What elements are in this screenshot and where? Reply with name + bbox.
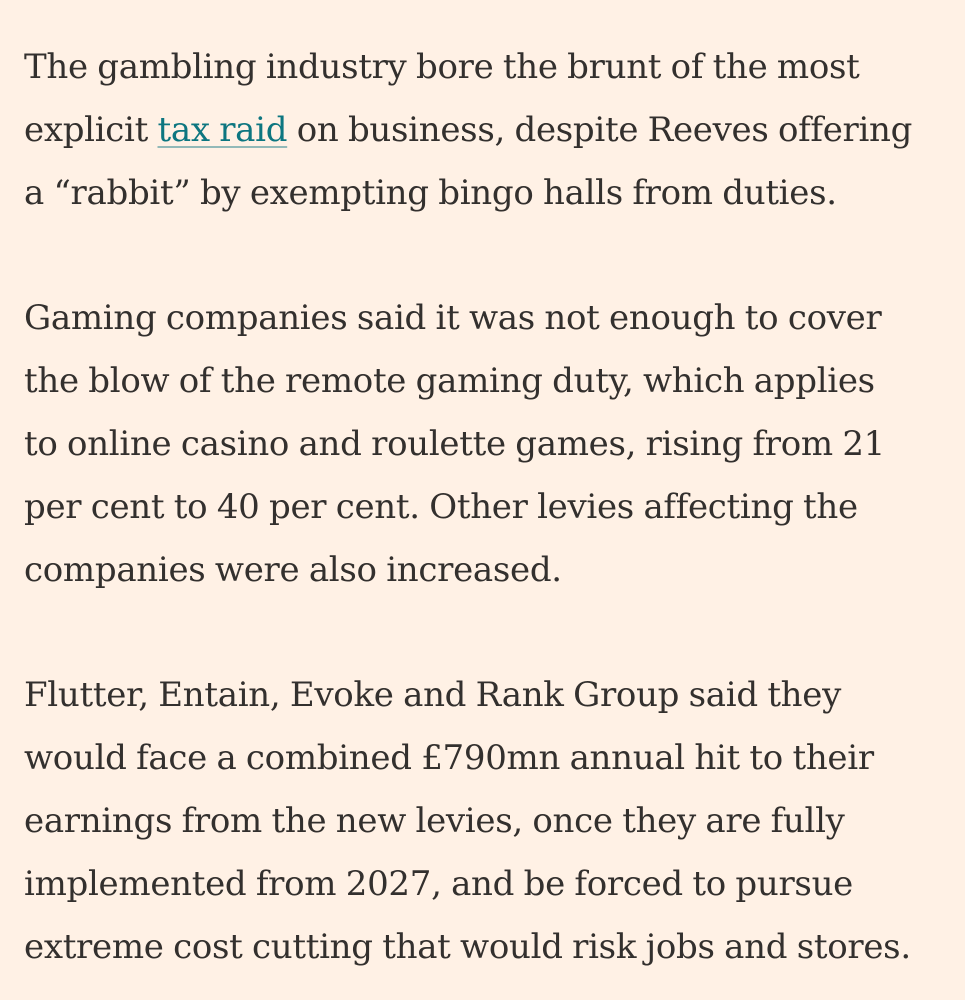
paragraph-3-line-4: implemented from 2027, and be forced to … [24,864,853,904]
paragraph-3-line-5: extreme cost cutting that would risk job… [24,927,911,967]
tax-raid-link[interactable]: tax raid [157,110,288,150]
paragraph-2-line-1: Gaming companies said it was not enough … [24,298,882,338]
paragraph-3: Flutter, Entain, Evoke and Rank Group sa… [24,664,954,979]
paragraph-2-line-2: the blow of the remote gaming duty, whic… [24,361,875,401]
paragraph-1-line-3: a “rabbit” by exempting bingo halls from… [24,173,837,213]
paragraph-3-line-3: earnings from the new levies, once they … [24,801,845,841]
paragraph-1-line-1: The gambling industry bore the brunt of … [24,47,860,87]
paragraph-1-line-2-pre: explicit [24,110,158,150]
paragraph-3-line-2: would face a combined £790mn annual hit … [24,738,874,778]
paragraph-2-line-3: to online casino and roulette games, ris… [24,424,885,464]
paragraph-2-line-4: per cent to 40 per cent. Other levies af… [24,487,858,527]
paragraph-2: Gaming companies said it was not enough … [24,287,954,602]
paragraph-1-line-2-post: on business, despite Reeves offering [287,110,913,150]
paragraph-1-line-2: explicit tax raid on business, despite R… [24,99,954,162]
paragraph-1: The gambling industry bore the brunt of … [24,36,954,225]
paragraph-3-line-1: Flutter, Entain, Evoke and Rank Group sa… [24,675,842,715]
paragraph-2-line-5: companies were also increased. [24,550,562,590]
article-body: The gambling industry bore the brunt of … [24,36,954,979]
